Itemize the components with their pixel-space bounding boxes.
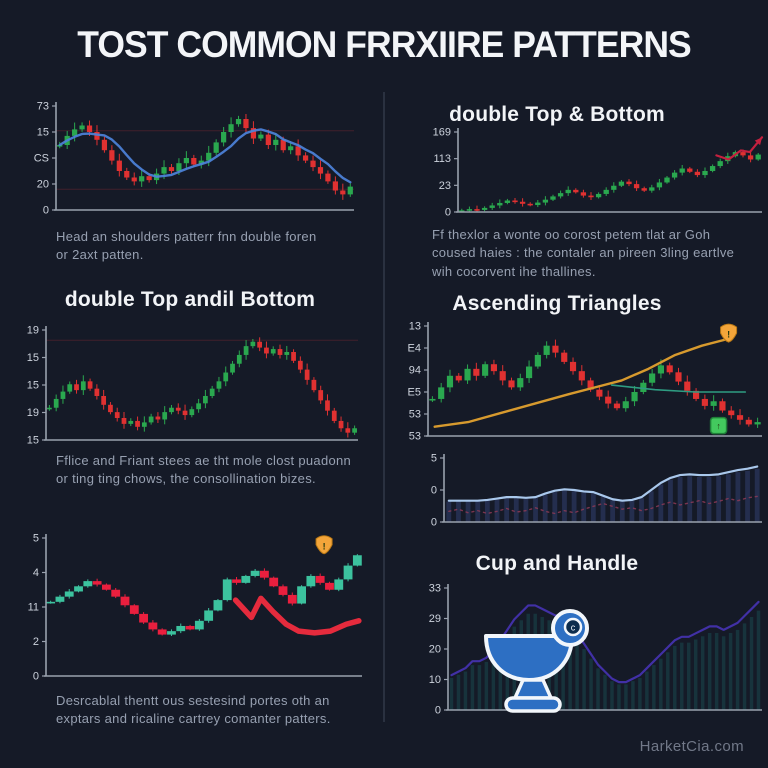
svg-text:15: 15: [27, 380, 39, 392]
svg-text:↑: ↑: [716, 421, 721, 431]
heading-ascending-triangles: Ascending Triangles: [452, 292, 662, 315]
svg-text:19: 19: [27, 325, 39, 337]
svg-text:0: 0: [33, 671, 39, 683]
svg-text:53: 53: [409, 431, 421, 443]
caption-double-top-left: Fflice and Friant stees ae tht mole clos…: [56, 453, 352, 487]
svg-text:0: 0: [431, 517, 437, 529]
svg-text:0: 0: [431, 485, 437, 497]
svg-text:E5: E5: [408, 387, 421, 399]
svg-text:CS: CS: [34, 153, 49, 165]
svg-text:!: !: [727, 330, 730, 340]
svg-text:15: 15: [27, 435, 39, 447]
svg-text:20: 20: [37, 179, 49, 191]
heading-double-top-right: double Top & Bottom: [449, 103, 665, 126]
svg-text:33: 33: [429, 583, 441, 595]
heading-cup-and-handle: Cup and Handle: [475, 552, 639, 575]
cup-icon: c: [484, 609, 589, 713]
chart-left-bottom: ! 5 4 11 2 0: [28, 533, 362, 683]
caption-head-and-shoulders: Head an shoulders patterr fnn double for…: [56, 229, 317, 263]
svg-text:73: 73: [37, 101, 49, 113]
svg-text:15: 15: [27, 352, 39, 364]
svg-text:23: 23: [439, 180, 451, 192]
page-title: TOST COMMON FRRXIIRE PATTERNS: [77, 24, 691, 65]
column-divider: [383, 92, 385, 722]
svg-text:0: 0: [43, 205, 49, 217]
svg-text:0: 0: [435, 705, 441, 717]
svg-text:113: 113: [433, 153, 451, 165]
chart-uptrend-right-top: 169 113 23 0: [433, 127, 764, 219]
svg-text:13: 13: [409, 321, 421, 333]
chart-head-and-shoulders: 73 15 CS 20 0: [34, 101, 354, 217]
svg-text:4: 4: [33, 567, 39, 579]
watermark: HarketCia.com: [639, 738, 744, 755]
svg-text:94: 94: [409, 365, 421, 377]
svg-text:2: 2: [33, 636, 39, 648]
svg-text:5: 5: [431, 453, 437, 465]
svg-text:0: 0: [445, 207, 451, 219]
caption-left-bottom: Desrcablal thentt ous sestesind portes o…: [56, 693, 331, 727]
svg-text:11: 11: [28, 602, 39, 614]
chart-volume-line: 5 0 0: [431, 453, 762, 529]
chart-ascending-triangle: ! ↑ 13 E4 94 E5 53 53: [408, 321, 762, 443]
svg-text:19: 19: [27, 407, 39, 419]
svg-text:c: c: [571, 623, 576, 633]
svg-text:5: 5: [33, 533, 39, 545]
svg-text:E4: E4: [408, 343, 421, 355]
svg-text:169: 169: [433, 127, 451, 139]
svg-text:29: 29: [429, 613, 441, 625]
caption-uptrend-right-top: Ff thexlor a wonte oo corost petem tlat …: [432, 227, 735, 279]
svg-text:10: 10: [429, 674, 441, 686]
svg-text:20: 20: [429, 644, 441, 656]
svg-text:53: 53: [409, 409, 421, 421]
chart-double-top-left: 19 15 15 19 15: [27, 325, 358, 447]
heading-double-top-left: double Top andil Bottom: [64, 288, 316, 311]
svg-text:15: 15: [37, 127, 49, 139]
svg-text:!: !: [323, 541, 326, 551]
